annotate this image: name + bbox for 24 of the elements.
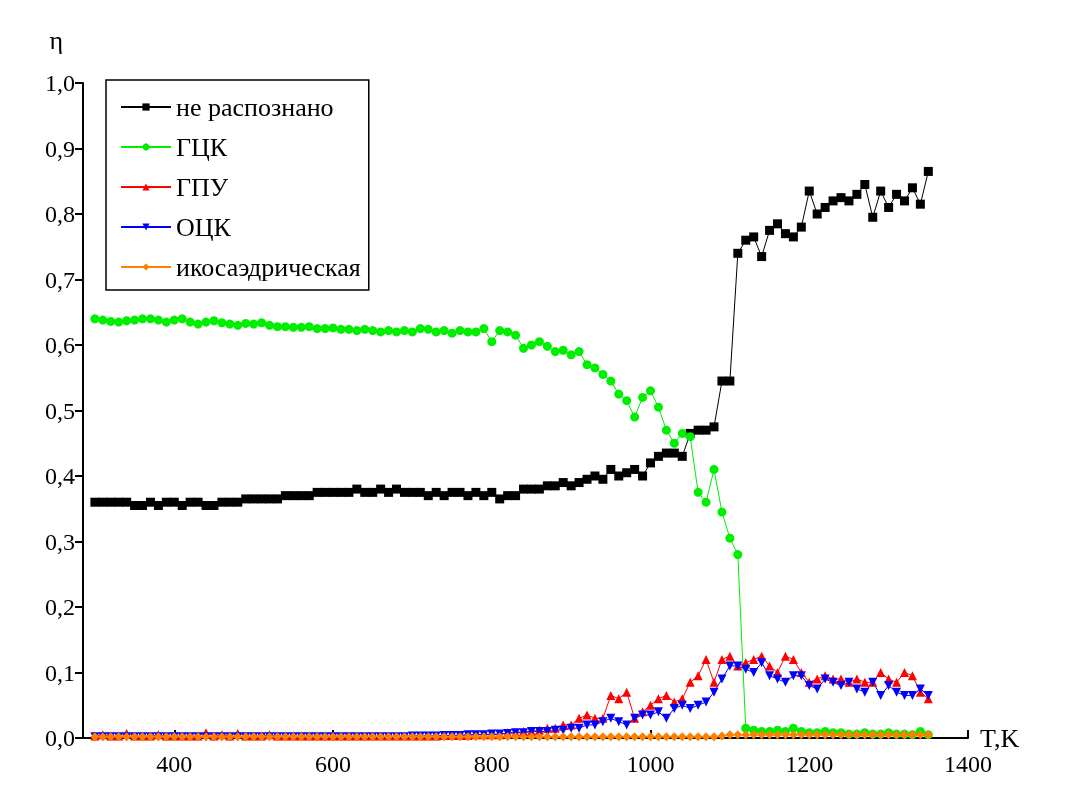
y-tick-label: 1,0 (45, 70, 75, 96)
y-tick-label: 0,6 (45, 332, 75, 358)
x-tick-label: 400 (156, 751, 193, 777)
y-tick-label: 0,3 (45, 528, 75, 555)
y-tick-label: 0,4 (45, 463, 75, 489)
legend-label: ОЦК (176, 212, 232, 242)
x-axis-title: T,K (980, 723, 1020, 753)
legend-label: не распознано (176, 92, 334, 122)
x-tick-label: 800 (473, 751, 510, 777)
x-tick-label: 1200 (785, 751, 834, 777)
x-tick-label: 1400 (944, 751, 992, 777)
y-tick-label: 0,0 (45, 725, 75, 751)
y-tick-label: 0,2 (45, 594, 75, 620)
y-tick-label: 0,8 (45, 201, 75, 227)
legend-label: икосаэдрическая (176, 252, 361, 282)
legend-label: ГПУ (176, 172, 229, 202)
legend-label: ГЦК (176, 132, 228, 162)
x-tick-label: 600 (315, 751, 352, 777)
y-tick-label: 0,7 (45, 266, 75, 293)
y-tick-label: 0,1 (45, 659, 75, 686)
x-tick-label: 1000 (626, 751, 675, 777)
y-tick-label: 0,9 (45, 135, 75, 162)
y-tick-label: 0,5 (45, 397, 75, 424)
y-axis-title: η (49, 25, 63, 55)
